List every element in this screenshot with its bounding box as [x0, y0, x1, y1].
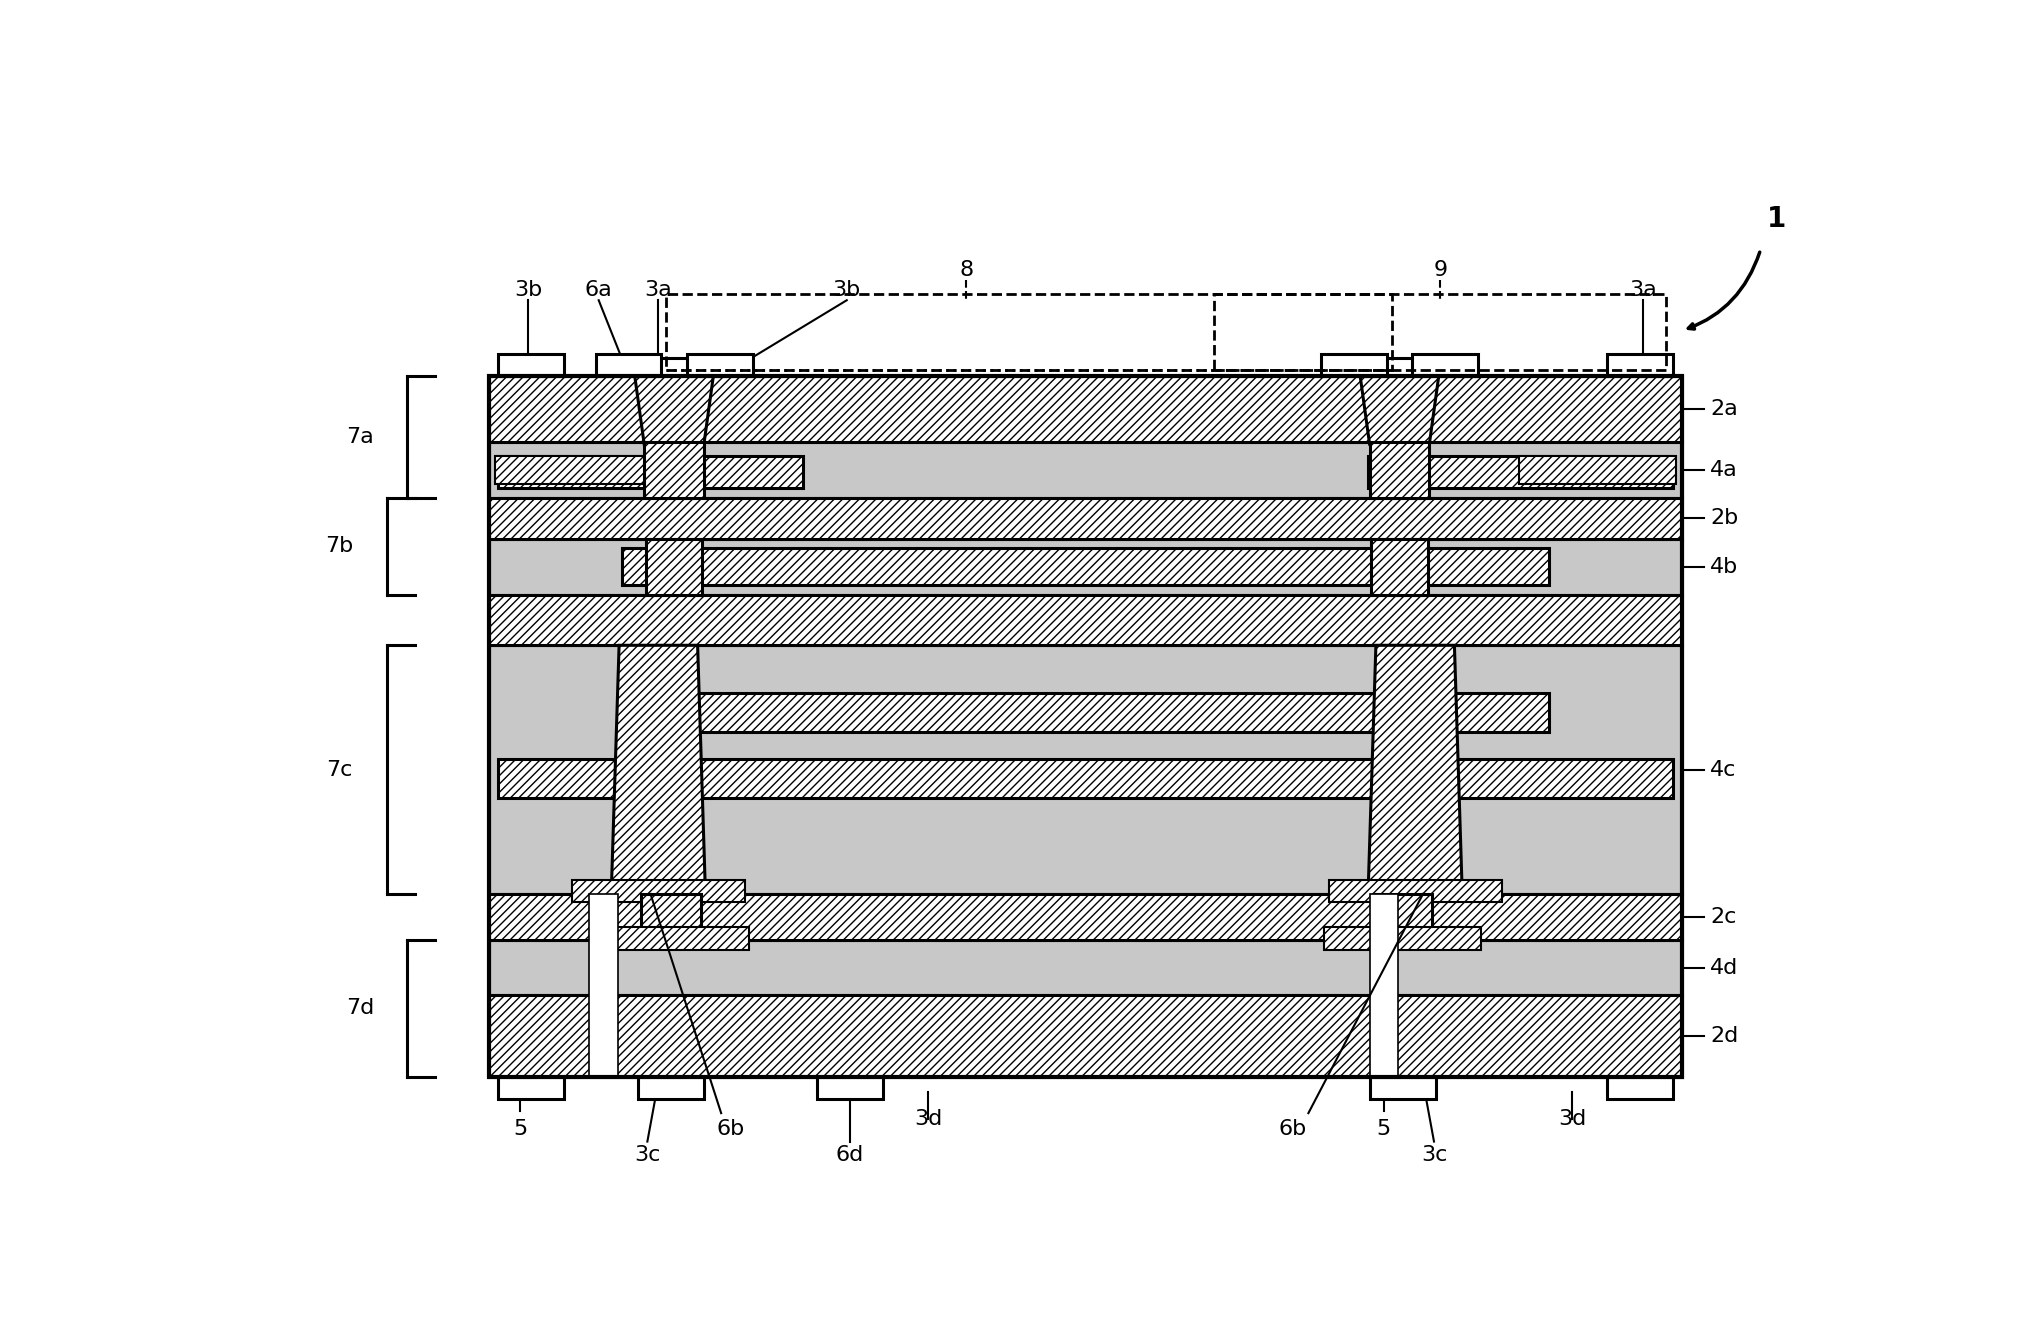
- Bar: [488, 443, 1682, 498]
- Text: 3d: 3d: [1558, 1110, 1586, 1130]
- Text: 9: 9: [1432, 260, 1447, 279]
- Text: 5: 5: [513, 1119, 527, 1139]
- Text: 6b: 6b: [717, 1119, 746, 1139]
- Bar: [816, 1077, 883, 1099]
- Polygon shape: [1359, 377, 1438, 444]
- Text: 4c: 4c: [1710, 759, 1736, 780]
- Text: 2a: 2a: [1710, 399, 1738, 419]
- Text: 2b: 2b: [1710, 509, 1738, 529]
- Bar: [488, 995, 1682, 1077]
- Bar: [1321, 355, 1388, 377]
- Bar: [1607, 1077, 1673, 1099]
- Bar: [646, 539, 703, 594]
- Text: 1: 1: [1767, 206, 1787, 233]
- Text: 5: 5: [1376, 1119, 1392, 1139]
- Bar: [596, 355, 663, 377]
- Bar: [498, 355, 563, 377]
- Text: 6a: 6a: [586, 281, 612, 301]
- Text: 3a: 3a: [644, 281, 673, 301]
- Bar: [498, 759, 1673, 797]
- Bar: [1412, 355, 1479, 377]
- Text: 4d: 4d: [1710, 957, 1738, 978]
- Text: 2c: 2c: [1710, 907, 1736, 927]
- Bar: [1370, 894, 1398, 1077]
- Bar: [1372, 539, 1428, 594]
- Bar: [488, 594, 1682, 646]
- Text: 3a: 3a: [1629, 281, 1657, 301]
- Bar: [571, 879, 746, 902]
- Bar: [640, 358, 709, 377]
- Bar: [592, 928, 750, 950]
- Text: 4a: 4a: [1710, 460, 1738, 480]
- Bar: [1607, 355, 1673, 377]
- Bar: [622, 548, 1548, 585]
- Bar: [488, 646, 1682, 894]
- Bar: [687, 355, 752, 377]
- Text: 7a: 7a: [346, 427, 375, 447]
- Bar: [640, 894, 701, 940]
- Text: 3c: 3c: [634, 1145, 660, 1165]
- Text: 7c: 7c: [326, 759, 353, 780]
- Bar: [488, 377, 1682, 443]
- Text: 3d: 3d: [914, 1110, 942, 1130]
- Text: 6b: 6b: [1278, 1119, 1307, 1139]
- Bar: [488, 498, 1682, 539]
- Bar: [1214, 294, 1667, 370]
- Bar: [488, 894, 1682, 940]
- Bar: [494, 456, 652, 485]
- Bar: [498, 456, 802, 489]
- Bar: [1370, 1077, 1436, 1099]
- Bar: [622, 693, 1548, 731]
- Polygon shape: [612, 646, 705, 894]
- Bar: [488, 377, 1682, 1077]
- Text: 3c: 3c: [1420, 1145, 1447, 1165]
- Text: 3b: 3b: [833, 281, 861, 301]
- Text: 7b: 7b: [326, 536, 355, 556]
- Bar: [488, 940, 1682, 995]
- Bar: [590, 894, 618, 1077]
- Polygon shape: [634, 377, 713, 444]
- Bar: [1325, 928, 1481, 950]
- Bar: [1366, 358, 1434, 377]
- Text: 6d: 6d: [837, 1145, 863, 1165]
- Text: 2d: 2d: [1710, 1025, 1738, 1046]
- Bar: [644, 443, 703, 498]
- Bar: [1329, 879, 1501, 902]
- Bar: [667, 294, 1392, 370]
- Text: 4b: 4b: [1710, 556, 1738, 577]
- Bar: [1368, 456, 1673, 489]
- Text: 3b: 3b: [515, 281, 543, 301]
- Text: 7d: 7d: [346, 998, 375, 1017]
- Bar: [1520, 456, 1676, 485]
- Bar: [1370, 443, 1428, 498]
- Bar: [638, 1077, 703, 1099]
- Polygon shape: [1368, 646, 1463, 894]
- Bar: [498, 1077, 563, 1099]
- Bar: [488, 539, 1682, 594]
- Text: 8: 8: [958, 260, 972, 279]
- Bar: [1374, 894, 1432, 940]
